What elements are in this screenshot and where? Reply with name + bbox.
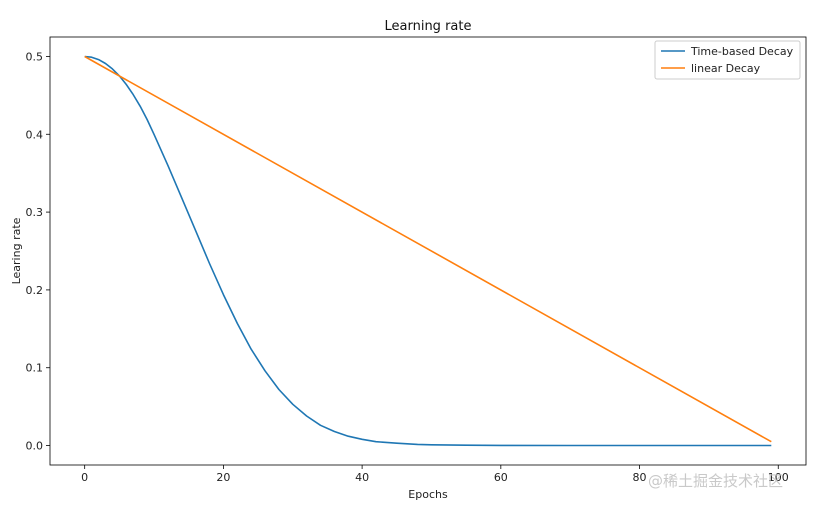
- chart-title: Learning rate: [385, 19, 472, 34]
- legend-label: linear Decay: [691, 62, 761, 75]
- legend-box: [654, 40, 801, 80]
- legend: Time-based Decay linear Decay: [654, 40, 801, 80]
- y-axis: 0.0 0.1 0.2 0.3 0.4 0.5: [26, 50, 50, 453]
- x-tick-label: 20: [216, 471, 230, 484]
- x-tick-label: 0: [81, 471, 88, 484]
- series-layer: [84, 55, 772, 447]
- x-axis: 0 20 40 60 80 100: [81, 465, 789, 484]
- plot-frame: [49, 36, 807, 466]
- x-tick-label: 100: [768, 471, 789, 484]
- y-axis-label: Learing rate: [10, 217, 23, 284]
- watermark: @稀土掘金技术社区: [648, 472, 784, 490]
- series-line-2: [84, 55, 772, 443]
- x-tick-label: 40: [355, 471, 369, 484]
- x-axis-label: Epochs: [408, 488, 448, 501]
- x-tick-label: 80: [633, 471, 647, 484]
- y-tick-label: 0.1: [26, 362, 44, 375]
- legend-label: Time-based Decay: [690, 45, 794, 58]
- y-tick-label: 0.0: [26, 440, 44, 453]
- series-line-1: [84, 55, 772, 447]
- y-tick-label: 0.5: [26, 50, 44, 63]
- y-tick-label: 0.4: [26, 128, 44, 141]
- y-tick-label: 0.3: [26, 206, 44, 219]
- y-tick-label: 0.2: [26, 284, 44, 297]
- x-tick-label: 60: [494, 471, 508, 484]
